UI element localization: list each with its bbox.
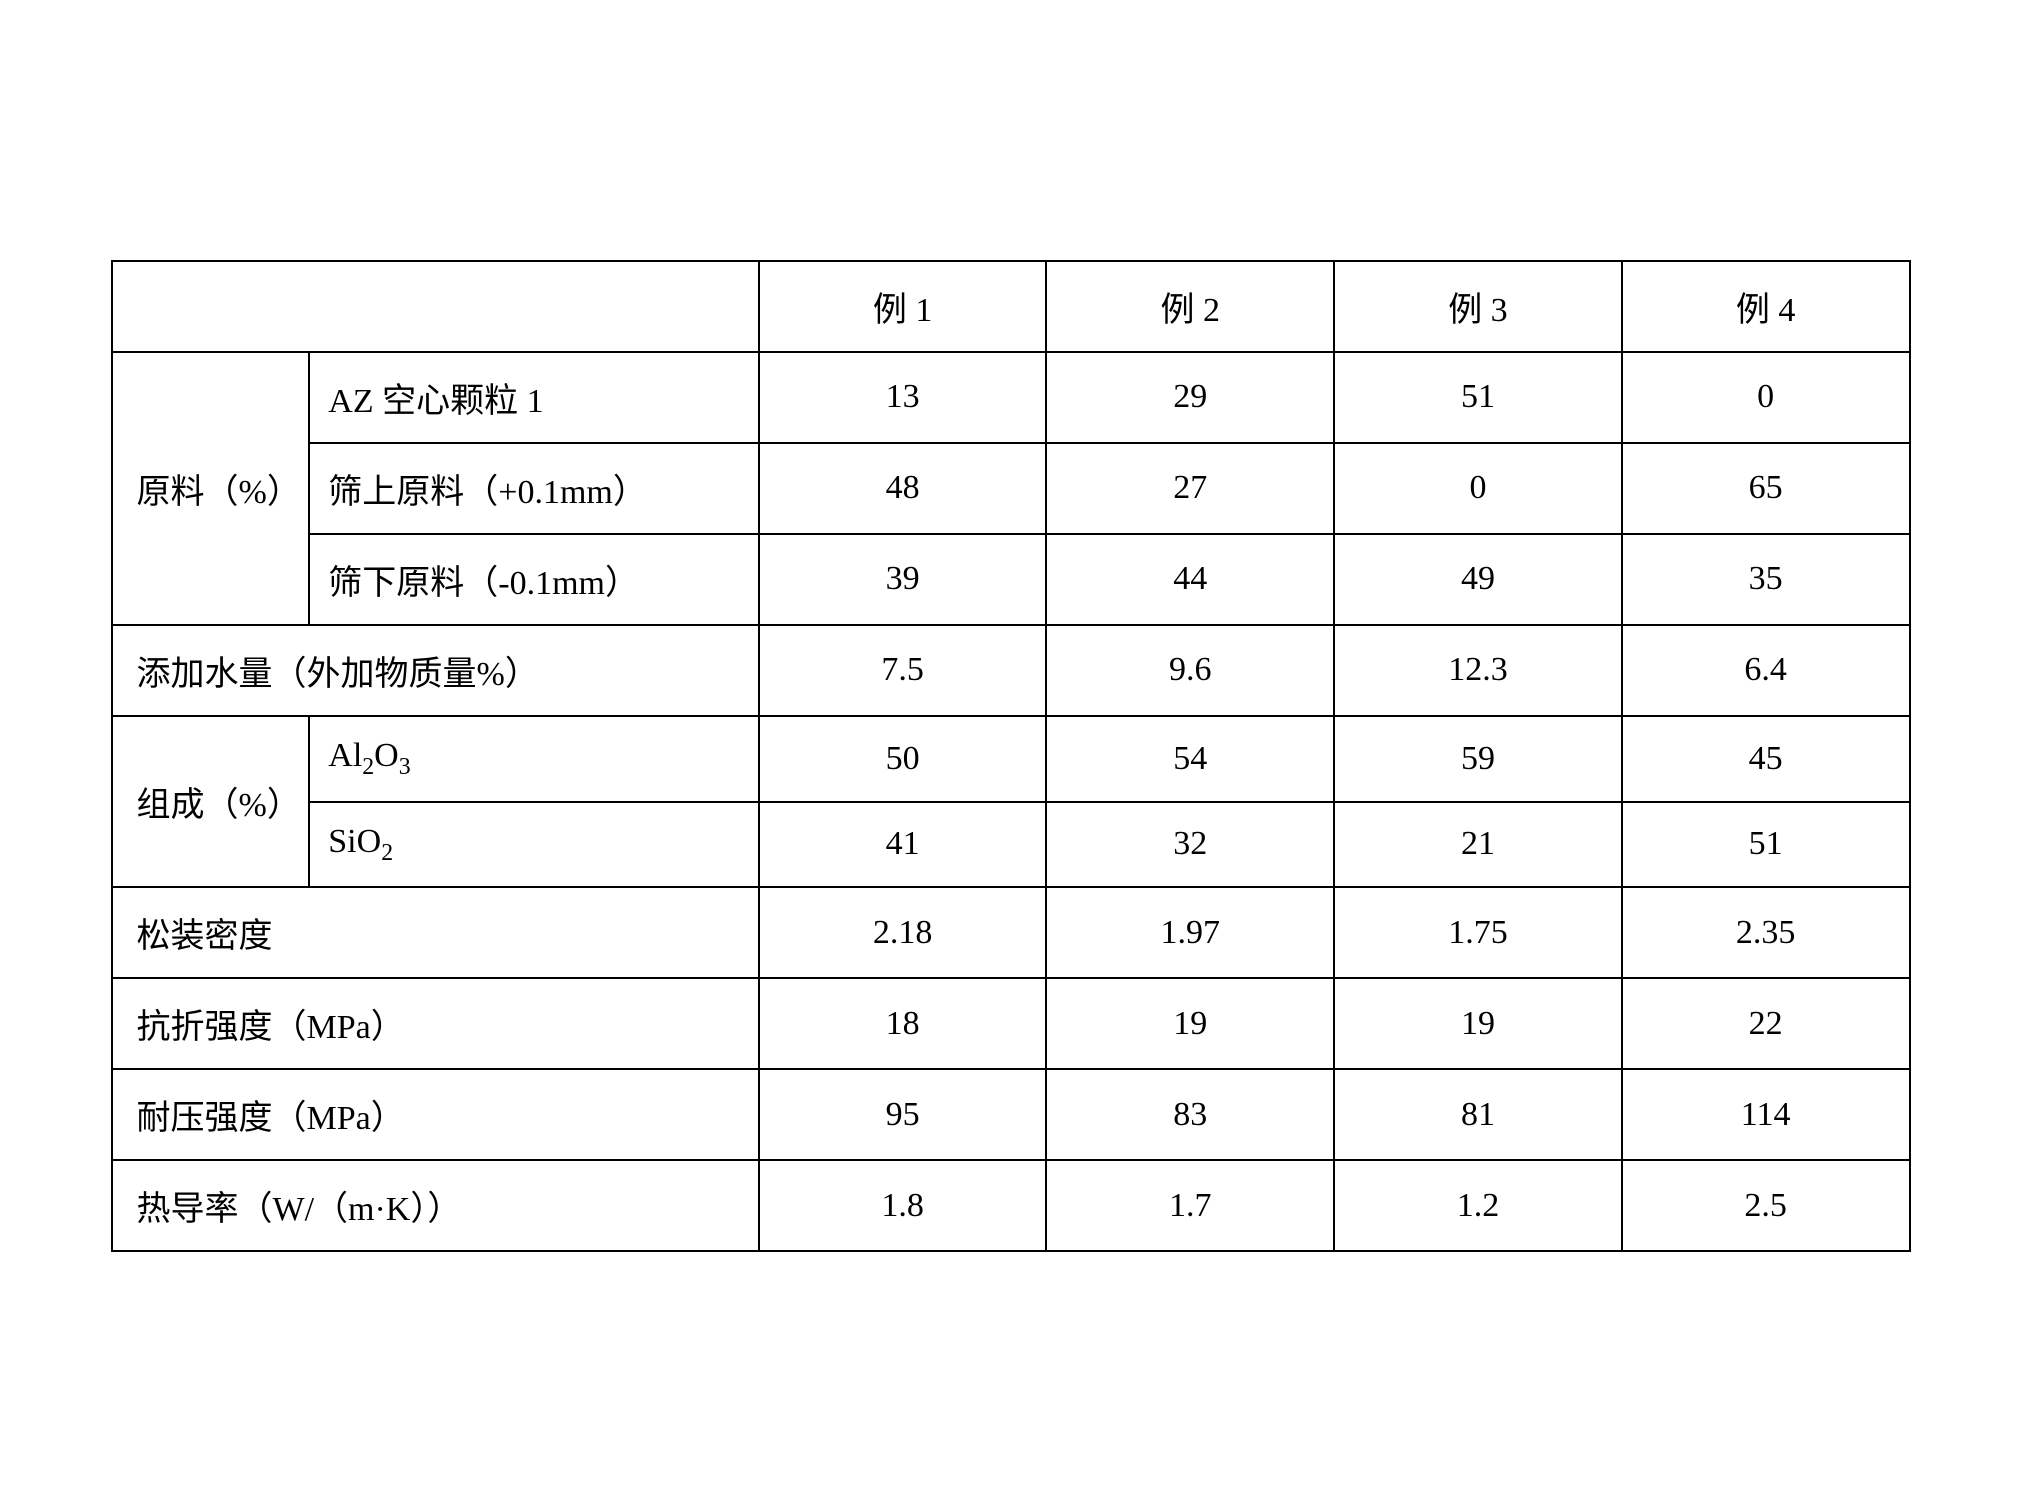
data-cell: 18: [759, 978, 1047, 1069]
data-cell: 41: [759, 802, 1047, 888]
data-cell: 27: [1046, 443, 1334, 534]
data-cell: 44: [1046, 534, 1334, 625]
table-row: 抗折强度（MPa） 18 19 19 22: [112, 978, 1910, 1069]
data-cell: 29: [1046, 352, 1334, 443]
data-cell: 50: [759, 716, 1047, 802]
table-row: 耐压强度（MPa） 95 83 81 114: [112, 1069, 1910, 1160]
data-cell: 12.3: [1334, 625, 1622, 716]
data-cell: 114: [1622, 1069, 1910, 1160]
data-cell: 83: [1046, 1069, 1334, 1160]
table-row: 组成（%） Al2O3 50 54 59 45: [112, 716, 1910, 802]
row-label-thermal-conductivity: 热导率（W/（m·K））: [112, 1160, 759, 1251]
data-cell: 22: [1622, 978, 1910, 1069]
data-cell: 13: [759, 352, 1047, 443]
data-cell: 0: [1334, 443, 1622, 534]
data-table: 例 1 例 2 例 3 例 4 原料（%） AZ 空心颗粒 1 13 29 51…: [111, 260, 1911, 1253]
data-cell: 1.8: [759, 1160, 1047, 1251]
table-row: 筛上原料（+0.1mm） 48 27 0 65: [112, 443, 1910, 534]
data-cell: 6.4: [1622, 625, 1910, 716]
data-cell: 1.75: [1334, 887, 1622, 978]
data-cell: 0: [1622, 352, 1910, 443]
data-cell: 51: [1622, 802, 1910, 888]
data-cell: 1.7: [1046, 1160, 1334, 1251]
row-label-al2o3: Al2O3: [309, 716, 759, 802]
data-cell: 7.5: [759, 625, 1047, 716]
data-cell: 32: [1046, 802, 1334, 888]
rowgroup-label-composition: 组成（%）: [112, 716, 310, 888]
header-empty-cell: [112, 261, 759, 352]
data-cell: 19: [1046, 978, 1334, 1069]
table-row: SiO2 41 32 21 51: [112, 802, 1910, 888]
data-cell: 1.2: [1334, 1160, 1622, 1251]
row-label: 筛下原料（-0.1mm）: [309, 534, 759, 625]
table-row: 添加水量（外加物质量%） 7.5 9.6 12.3 6.4: [112, 625, 1910, 716]
data-cell: 2.18: [759, 887, 1047, 978]
table-row: 原料（%） AZ 空心颗粒 1 13 29 51 0: [112, 352, 1910, 443]
table-row: 热导率（W/（m·K）） 1.8 1.7 1.2 2.5: [112, 1160, 1910, 1251]
data-cell: 48: [759, 443, 1047, 534]
row-label-flexural-strength: 抗折强度（MPa）: [112, 978, 759, 1069]
table-row: 松装密度 2.18 1.97 1.75 2.35: [112, 887, 1910, 978]
row-label-water-addition: 添加水量（外加物质量%）: [112, 625, 759, 716]
data-cell: 81: [1334, 1069, 1622, 1160]
data-cell: 1.97: [1046, 887, 1334, 978]
data-cell: 35: [1622, 534, 1910, 625]
column-header: 例 2: [1046, 261, 1334, 352]
data-cell: 2.35: [1622, 887, 1910, 978]
data-cell: 65: [1622, 443, 1910, 534]
data-cell: 19: [1334, 978, 1622, 1069]
row-label-bulk-density: 松装密度: [112, 887, 759, 978]
row-label: 筛上原料（+0.1mm）: [309, 443, 759, 534]
header-row: 例 1 例 2 例 3 例 4: [112, 261, 1910, 352]
data-cell: 51: [1334, 352, 1622, 443]
column-header: 例 4: [1622, 261, 1910, 352]
data-cell: 45: [1622, 716, 1910, 802]
data-cell: 21: [1334, 802, 1622, 888]
data-cell: 49: [1334, 534, 1622, 625]
column-header: 例 1: [759, 261, 1047, 352]
column-header: 例 3: [1334, 261, 1622, 352]
data-cell: 39: [759, 534, 1047, 625]
data-cell: 54: [1046, 716, 1334, 802]
row-label-compressive-strength: 耐压强度（MPa）: [112, 1069, 759, 1160]
data-cell: 2.5: [1622, 1160, 1910, 1251]
materials-properties-table: 例 1 例 2 例 3 例 4 原料（%） AZ 空心颗粒 1 13 29 51…: [111, 260, 1911, 1253]
row-label: AZ 空心颗粒 1: [309, 352, 759, 443]
rowgroup-label-raw-materials: 原料（%）: [112, 352, 310, 625]
data-cell: 59: [1334, 716, 1622, 802]
table-row: 筛下原料（-0.1mm） 39 44 49 35: [112, 534, 1910, 625]
data-cell: 9.6: [1046, 625, 1334, 716]
row-label-sio2: SiO2: [309, 802, 759, 888]
data-cell: 95: [759, 1069, 1047, 1160]
